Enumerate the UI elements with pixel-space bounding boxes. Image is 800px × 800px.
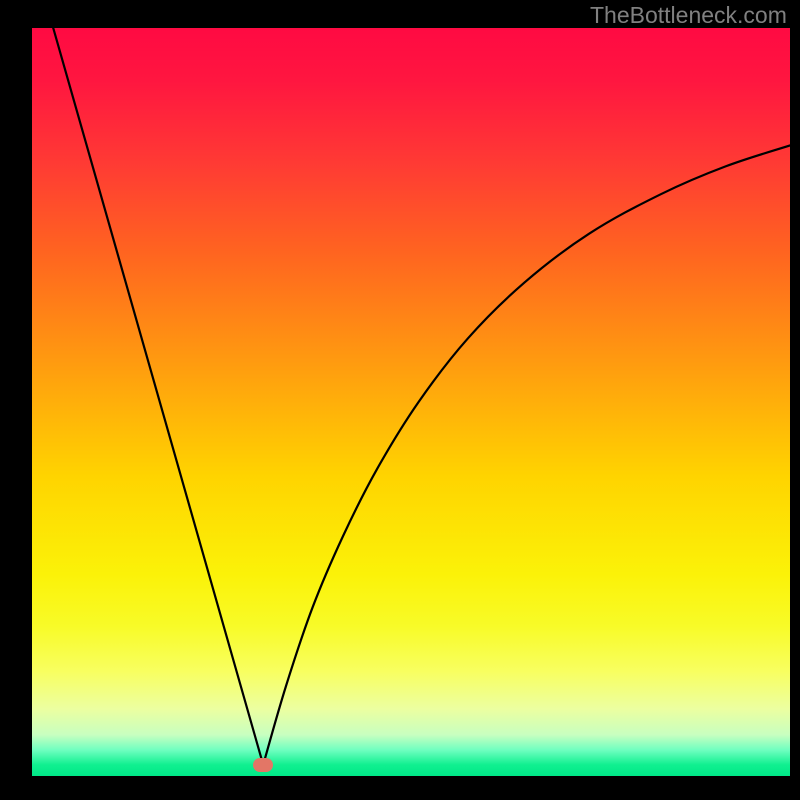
bottleneck-curve — [32, 28, 790, 776]
plot-area — [32, 28, 790, 776]
chart-frame: TheBottleneck.com — [0, 0, 800, 800]
watermark-text: TheBottleneck.com — [590, 2, 787, 29]
curve-path — [53, 28, 790, 765]
minimum-marker — [253, 758, 273, 772]
